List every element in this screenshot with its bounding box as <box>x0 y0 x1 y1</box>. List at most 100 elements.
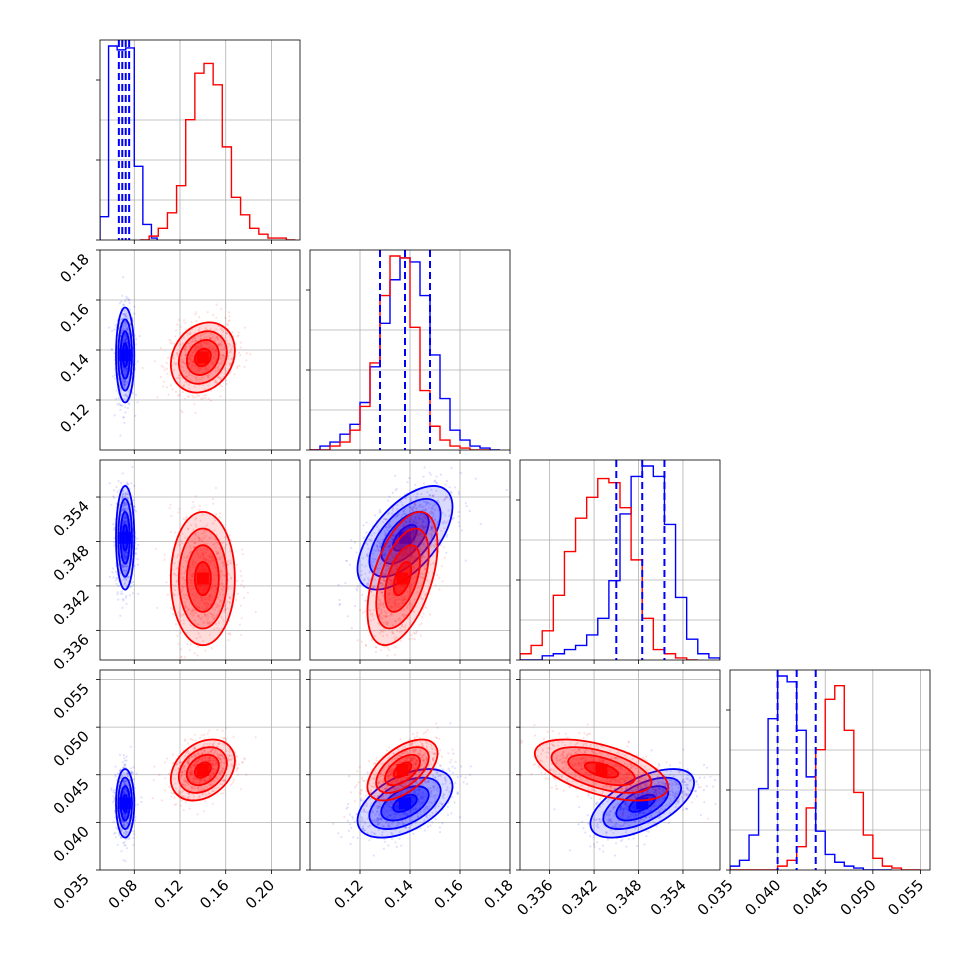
scatter-point <box>220 385 223 388</box>
scatter-point <box>112 489 116 492</box>
scatter-point <box>403 512 406 516</box>
scatter-point <box>443 556 446 560</box>
scatter-point <box>364 599 367 602</box>
scatter-point <box>122 552 125 555</box>
scatter-point <box>200 548 203 552</box>
scatter-point <box>215 328 218 331</box>
scatter-point <box>197 552 200 555</box>
scatter-point <box>254 610 257 614</box>
scatter-point <box>121 404 124 407</box>
scatter-point <box>215 613 219 617</box>
scatter-point <box>188 362 191 365</box>
scatter-point <box>121 504 124 507</box>
scatter-point <box>126 367 129 370</box>
scatter-point <box>125 551 128 554</box>
scatter-point <box>215 606 218 609</box>
scatter-point <box>356 639 359 642</box>
scatter-point <box>385 568 388 571</box>
scatter-point <box>229 587 232 590</box>
scatter-point <box>141 366 144 370</box>
scatter-point <box>220 346 223 349</box>
scatter-point <box>381 539 384 542</box>
scatter-point <box>187 395 190 399</box>
scatter-point <box>203 342 206 345</box>
scatter-point <box>125 323 128 326</box>
scatter-point <box>205 336 208 339</box>
scatter-point <box>219 576 223 579</box>
scatter-point <box>198 537 201 540</box>
scatter-point <box>362 524 365 527</box>
scatter-point <box>197 555 200 559</box>
scatter-point <box>228 632 231 635</box>
scatter-point <box>376 568 379 571</box>
scatter-point <box>221 582 224 586</box>
scatter-point <box>374 645 377 649</box>
scatter-point <box>409 498 413 501</box>
scatter-point <box>434 479 437 482</box>
scatter-point <box>237 331 240 334</box>
scatter-point <box>221 541 224 544</box>
scatter-point <box>221 360 224 363</box>
scatter-point <box>126 314 129 317</box>
scatter-point <box>193 367 196 370</box>
scatter-point <box>112 495 115 498</box>
scatter-point <box>209 337 212 340</box>
scatter-point <box>354 604 357 608</box>
scatter-point <box>201 599 204 602</box>
scatter-point <box>124 369 127 372</box>
y-tick-label: 0.18 <box>56 250 92 286</box>
scatter-point <box>184 397 187 400</box>
scatter-point <box>368 608 371 611</box>
scatter-point <box>192 340 195 343</box>
scatter-point <box>213 564 216 567</box>
scatter-point <box>420 622 423 625</box>
scatter-point <box>110 348 113 351</box>
scatter-point <box>165 367 168 370</box>
scatter-point <box>183 601 187 604</box>
scatter-point <box>176 354 179 357</box>
scatter-point <box>435 481 438 484</box>
scatter-point <box>394 553 397 556</box>
scatter-point <box>217 338 220 341</box>
scatter-point <box>451 517 454 521</box>
scatter-point <box>389 542 392 545</box>
scatter-point <box>415 522 418 526</box>
scatter-point <box>211 620 214 623</box>
scatter-point <box>413 539 416 543</box>
scatter-point <box>115 397 118 400</box>
scatter-point <box>228 620 231 623</box>
scatter-point <box>446 520 449 523</box>
scatter-point <box>204 525 207 528</box>
scatter-point <box>390 559 394 562</box>
scatter-point <box>123 338 126 341</box>
scatter-point <box>171 388 174 391</box>
scatter-point <box>203 529 206 532</box>
scatter-point <box>207 560 210 563</box>
scatter-point <box>208 594 211 597</box>
histogram-series-0 <box>100 45 158 240</box>
scatter-point <box>123 380 127 383</box>
scatter-point <box>202 552 205 556</box>
scatter-point <box>197 536 200 540</box>
scatter-point <box>417 505 421 508</box>
scatter-point <box>136 563 139 566</box>
scatter-point <box>165 362 168 365</box>
scatter-point <box>191 360 194 363</box>
scatter-point <box>180 584 183 587</box>
scatter-point <box>205 602 208 605</box>
scatter-point <box>208 337 212 340</box>
scatter-point <box>412 508 415 511</box>
scatter-point <box>410 497 413 500</box>
scatter-point <box>184 559 187 562</box>
scatter-point <box>194 411 197 415</box>
scatter-point <box>464 559 467 562</box>
scatter-point <box>121 566 124 569</box>
scatter-point <box>428 494 431 497</box>
scatter-point <box>186 643 189 646</box>
scatter-point <box>210 647 213 650</box>
scatter-point <box>431 510 434 514</box>
scatter-point <box>388 544 391 548</box>
scatter-point <box>196 394 199 397</box>
scatter-point <box>210 596 213 599</box>
scatter-point <box>396 558 399 561</box>
